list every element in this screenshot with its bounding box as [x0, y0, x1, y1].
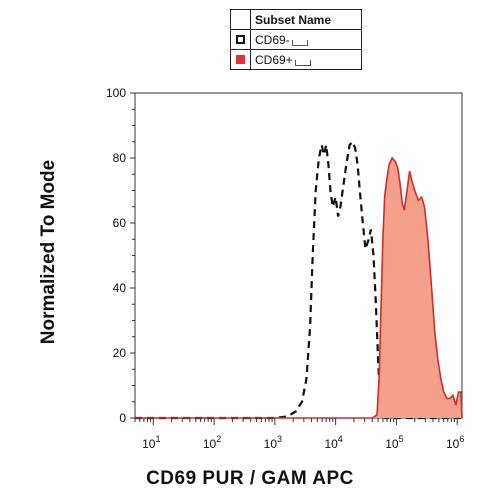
y-tick-label: 0 [119, 411, 126, 425]
y-tick-label: 20 [113, 346, 127, 360]
legend-header-row: Subset Name [231, 10, 361, 29]
y-axis-label: Normalized To Mode [38, 159, 59, 345]
legend-item-cd69-pos[interactable]: CD69+ [231, 49, 361, 69]
legend: Subset Name CD69- CD69+ [230, 9, 362, 70]
y-tick-label: 100 [106, 86, 126, 100]
y-tick-label: 60 [113, 216, 127, 230]
x-axis-label: CD69 PUR / GAM APC [146, 468, 354, 489]
legend-header: Subset Name [255, 12, 332, 27]
legend-header-blank [231, 10, 251, 29]
axis-layer: 0 20 40 60 80 100 101 102 103 104 105 106 [106, 86, 464, 451]
x-tick-label: 102 [203, 434, 221, 451]
series-line-cd69-neg [135, 139, 462, 420]
legend-mini-bracket [291, 39, 308, 46]
y-tick-label: 40 [113, 281, 127, 295]
x-tick-label: 104 [324, 434, 342, 451]
legend-item-label: CD69+ [255, 52, 293, 67]
x-tick-label: 103 [264, 434, 282, 451]
legend-item-label-wrap: CD69+ [251, 53, 311, 67]
series-layer [135, 139, 463, 420]
legend-swatch-cell [231, 30, 251, 49]
legend-item-label-wrap: CD69- [251, 33, 308, 47]
x-tick-label: 101 [142, 434, 160, 451]
y-tick-label: 80 [113, 151, 127, 165]
legend-swatch-cell [231, 50, 251, 69]
legend-item-label: CD69- [255, 32, 290, 47]
legend-swatch-outline [236, 35, 245, 44]
legend-swatch-filled [236, 55, 245, 64]
legend-mini-bracket [294, 59, 311, 66]
series-line-cd69-pos [135, 156, 463, 419]
x-tick-label: 105 [385, 434, 403, 451]
x-tick-label: 106 [446, 434, 464, 451]
legend-item-cd69-neg[interactable]: CD69- [231, 29, 361, 49]
series-area-cd69-pos [135, 158, 462, 418]
